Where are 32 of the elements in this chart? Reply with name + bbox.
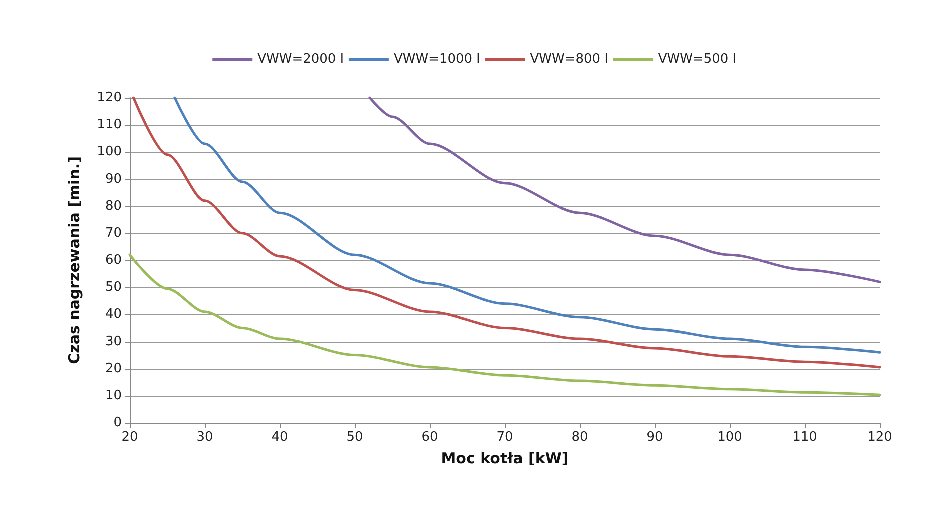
line-series [128, 254, 882, 396]
y-tick-label: 120 [97, 90, 122, 106]
x-tick-label: 30 [196, 430, 214, 445]
y-tick-label: 20 [105, 361, 122, 376]
y-axis-title: Czas nagrzewania [min.] [66, 156, 84, 364]
legend-label: VWW=500 l [658, 52, 736, 67]
legend-label: VWW=800 l [530, 52, 608, 67]
line-series [368, 96, 882, 284]
x-tick-label: 60 [422, 430, 438, 445]
y-tick-label: 50 [105, 280, 122, 296]
x-tick-label: 70 [496, 430, 514, 445]
y-tick-label: 30 [105, 334, 122, 350]
y-tick-label: 10 [105, 388, 122, 404]
y-tick-label: 110 [97, 118, 122, 133]
y-tick-label: 100 [97, 144, 122, 160]
y-tick-label: 0 [114, 416, 122, 430]
x-tick-label: 80 [572, 430, 588, 445]
x-tick-label: 50 [346, 430, 364, 445]
y-tick-label: 90 [105, 172, 122, 187]
x-tick-label: 90 [646, 430, 664, 445]
x-tick-label: 20 [122, 430, 138, 445]
x-tick-label: 40 [272, 430, 288, 445]
x-axis-title: Moc kotła [kW] [441, 450, 569, 468]
y-tick-label: 70 [105, 226, 122, 241]
x-tick-label: 100 [718, 430, 742, 445]
legend-label: VWW=1000 l [394, 52, 480, 67]
y-tick-label: 80 [105, 198, 122, 214]
x-tick-label: 120 [868, 430, 892, 445]
legend-label: VWW=2000 l [258, 52, 344, 67]
y-tick-label: 60 [105, 253, 122, 268]
x-tick-label: 110 [792, 430, 818, 445]
y-tick-label: 40 [105, 307, 122, 322]
